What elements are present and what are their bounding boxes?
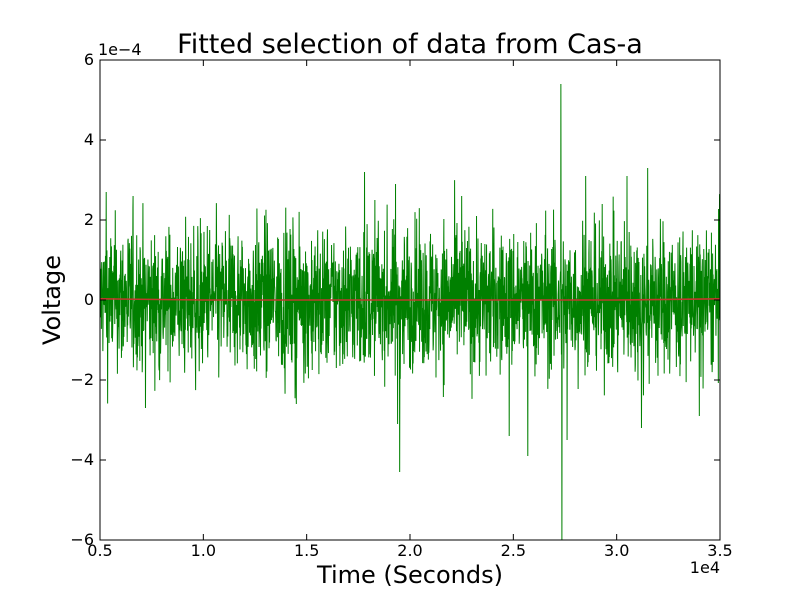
x-tick-label: 0.5 (87, 541, 112, 560)
y-tick-label: −4 (70, 450, 94, 469)
y-tick-label: 0 (84, 290, 94, 309)
y-tick-label: −2 (70, 370, 94, 389)
x-tick-label: 2.5 (501, 541, 526, 560)
x-axis-label: Time (Seconds) (316, 561, 503, 589)
y-tick-label: 4 (84, 130, 94, 149)
y-axis-label: Voltage (38, 255, 66, 345)
plot-area (99, 83, 721, 541)
x-axis: 0.5 1.0 1.5 2.0 2.5 3.0 3.5 (87, 60, 733, 560)
x-tick-label: 3.5 (707, 541, 732, 560)
x-tick-label: 1.5 (294, 541, 319, 560)
data-layer (99, 83, 721, 541)
x-offset-label: 1e4 (690, 558, 720, 577)
x-tick-label: 2.0 (397, 541, 422, 560)
y-tick-label: −6 (70, 530, 94, 549)
chart-title: Fitted selection of data from Cas-a (177, 29, 643, 60)
fit-series-line (99, 298, 721, 301)
y-tick-label: 6 (84, 50, 94, 69)
x-tick-label: 1.0 (191, 541, 216, 560)
y-tick-label: 2 (84, 210, 94, 229)
y-offset-label: 1e−4 (98, 40, 142, 59)
x-tick-label: 3.0 (604, 541, 629, 560)
data-series-line (99, 83, 721, 541)
y-axis: −6 −4 −2 0 2 4 6 (70, 50, 720, 549)
